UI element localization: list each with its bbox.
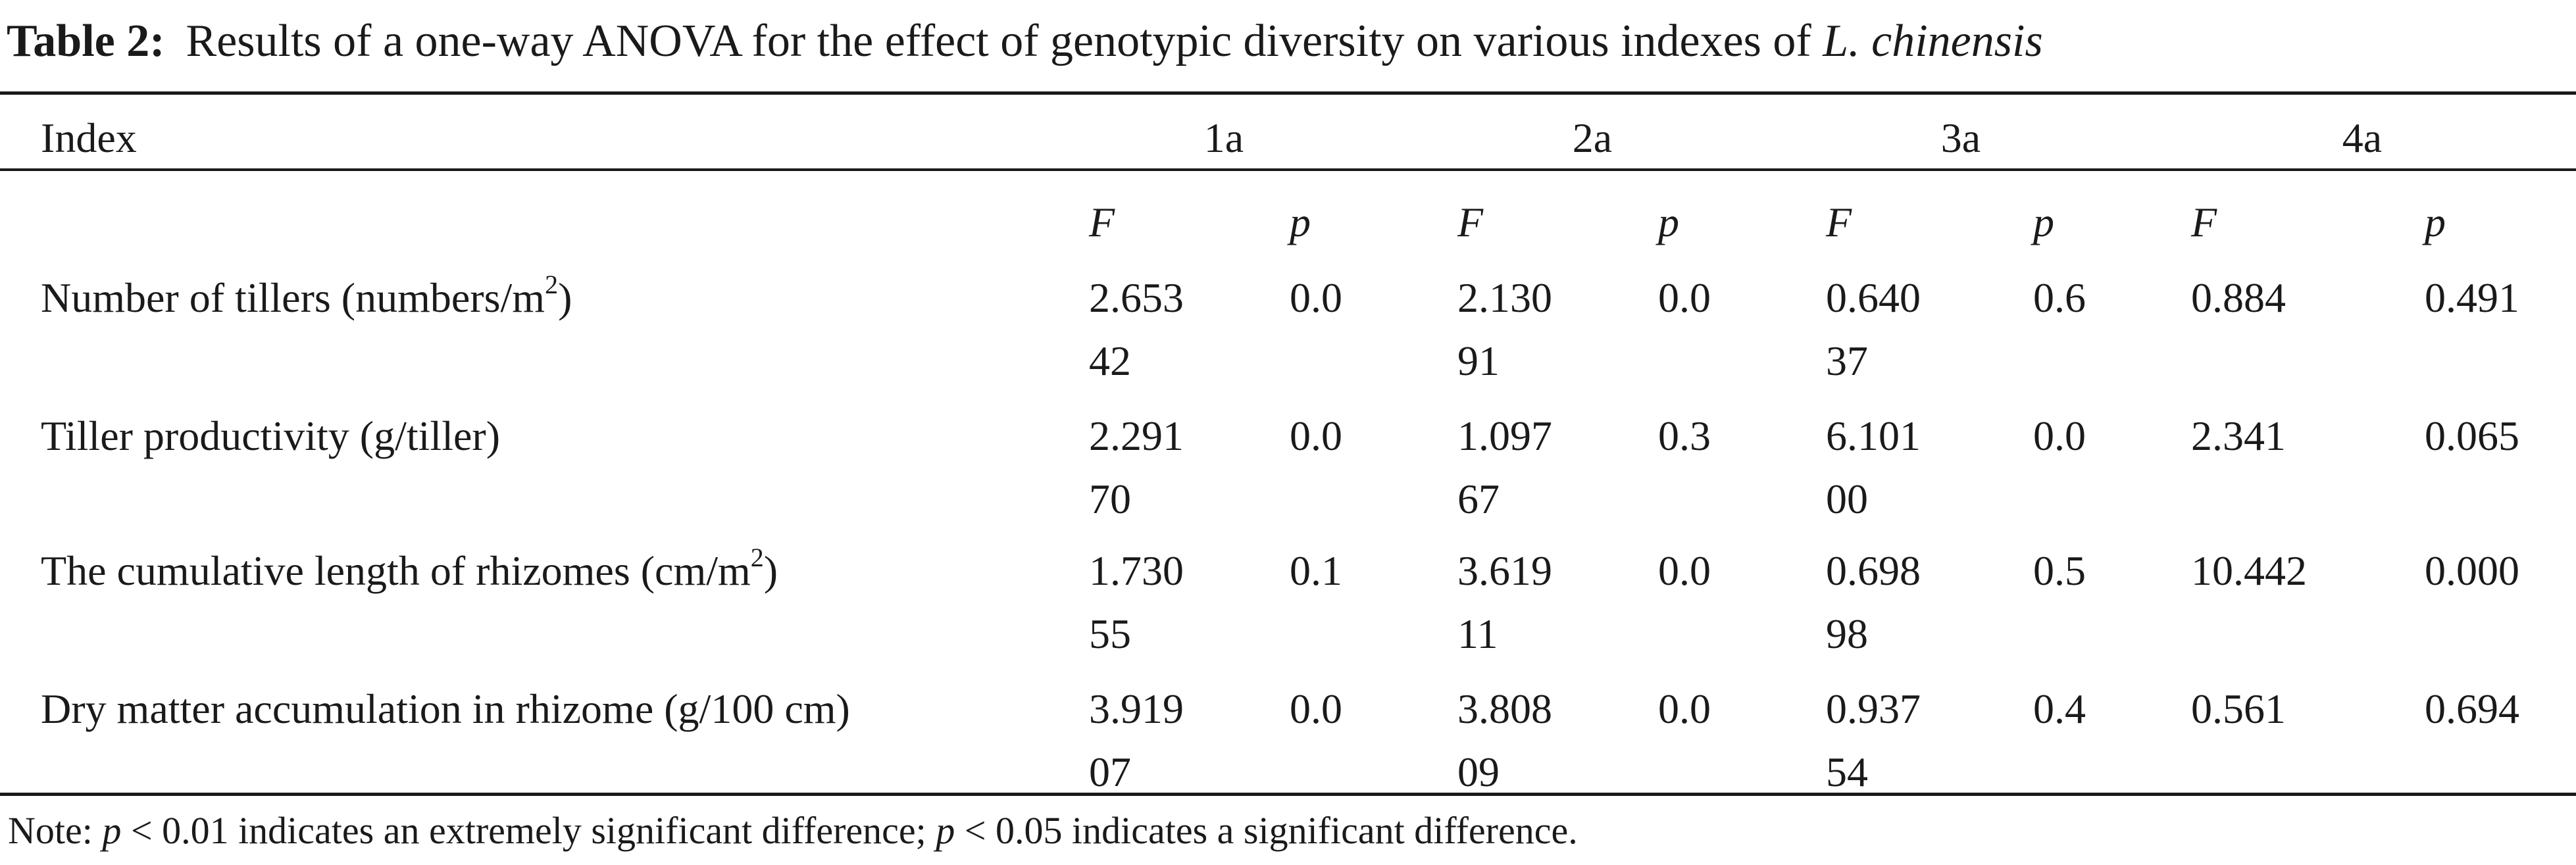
- index-header: Index: [41, 114, 137, 161]
- subheader-f-2a: F: [1457, 199, 1484, 245]
- table-note: Note: p < 0.01 indicates an extremely si…: [8, 809, 1578, 852]
- top-rule: [0, 91, 2576, 95]
- cell-f-2a: 1.097 67: [1457, 412, 1552, 522]
- row-label: Dry matter accumulation in rhizome (g/10…: [41, 685, 850, 732]
- cell-p-4a: 0.694: [2425, 685, 2519, 732]
- cell-p-1a: 0.1: [1290, 547, 1342, 594]
- table-caption: Table 2: Results of a one-way ANOVA for t…: [7, 13, 2043, 69]
- group-header-4a: 4a: [2342, 114, 2383, 161]
- bottom-rule: [0, 793, 2576, 796]
- subheader-p-3a: p: [2033, 199, 2054, 245]
- cell-p-1a: 0.0: [1290, 412, 1342, 459]
- cell-f-1a: 2.653 42: [1089, 274, 1184, 384]
- cell-p-4a: 0.065: [2425, 412, 2519, 459]
- cell-p-1a: 0.0: [1290, 685, 1342, 732]
- subheader-f-4a: F: [2191, 199, 2217, 245]
- cell-f-4a: 2.341: [2191, 412, 2286, 459]
- caption-species: L. chinensis: [1823, 16, 2043, 66]
- subheader-f-1a: F: [1089, 199, 1115, 245]
- cell-f-3a: 0.640 37: [1826, 274, 1921, 384]
- cell-p-2a: 0.0: [1658, 547, 1711, 594]
- cell-f-2a: 3.619 11: [1457, 547, 1552, 657]
- cell-f-1a: 1.730 55: [1089, 547, 1184, 657]
- cell-p-4a: 0.491: [2425, 274, 2519, 321]
- row-label: The cumulative length of rhizomes (cm/m2…: [41, 542, 778, 594]
- header-rule: [0, 168, 2576, 171]
- cell-p-2a: 0.0: [1658, 685, 1711, 732]
- cell-f-3a: 0.698 98: [1826, 547, 1921, 657]
- cell-f-1a: 2.291 70: [1089, 412, 1184, 522]
- subheader-f-3a: F: [1826, 199, 1852, 245]
- cell-f-4a: 0.561: [2191, 685, 2286, 732]
- cell-f-4a: 0.884: [2191, 274, 2286, 321]
- subheader-p-2a: p: [1658, 199, 1679, 245]
- cell-p-3a: 0.6: [2033, 274, 2086, 321]
- row-label: Tiller productivity (g/tiller): [41, 412, 500, 459]
- caption-text: Results of a one-way ANOVA for the effec…: [186, 16, 1811, 66]
- group-header-3a: 3a: [1940, 114, 1981, 161]
- cell-f-2a: 3.808 09: [1457, 685, 1552, 795]
- cell-p-1a: 0.0: [1290, 274, 1342, 321]
- cell-f-4a: 10.442: [2191, 547, 2307, 594]
- cell-f-2a: 2.130 91: [1457, 274, 1552, 384]
- cell-f-3a: 0.937 54: [1826, 685, 1921, 795]
- group-header-2a: 2a: [1572, 114, 1613, 161]
- subheader-p-4a: p: [2425, 199, 2446, 245]
- cell-f-3a: 6.101 00: [1826, 412, 1921, 522]
- row-label: Number of tillers (numbers/m2): [41, 269, 572, 321]
- cell-p-3a: 0.0: [2033, 412, 2086, 459]
- cell-p-2a: 0.3: [1658, 412, 1711, 459]
- group-header-1a: 1a: [1203, 114, 1244, 161]
- cell-p-3a: 0.4: [2033, 685, 2086, 732]
- cell-p-2a: 0.0: [1658, 274, 1711, 321]
- table-label: Table 2:: [7, 16, 165, 66]
- cell-f-1a: 3.919 07: [1089, 685, 1184, 795]
- subheader-p-1a: p: [1290, 199, 1311, 245]
- cell-p-4a: 0.000: [2425, 547, 2519, 594]
- cell-p-3a: 0.5: [2033, 547, 2086, 594]
